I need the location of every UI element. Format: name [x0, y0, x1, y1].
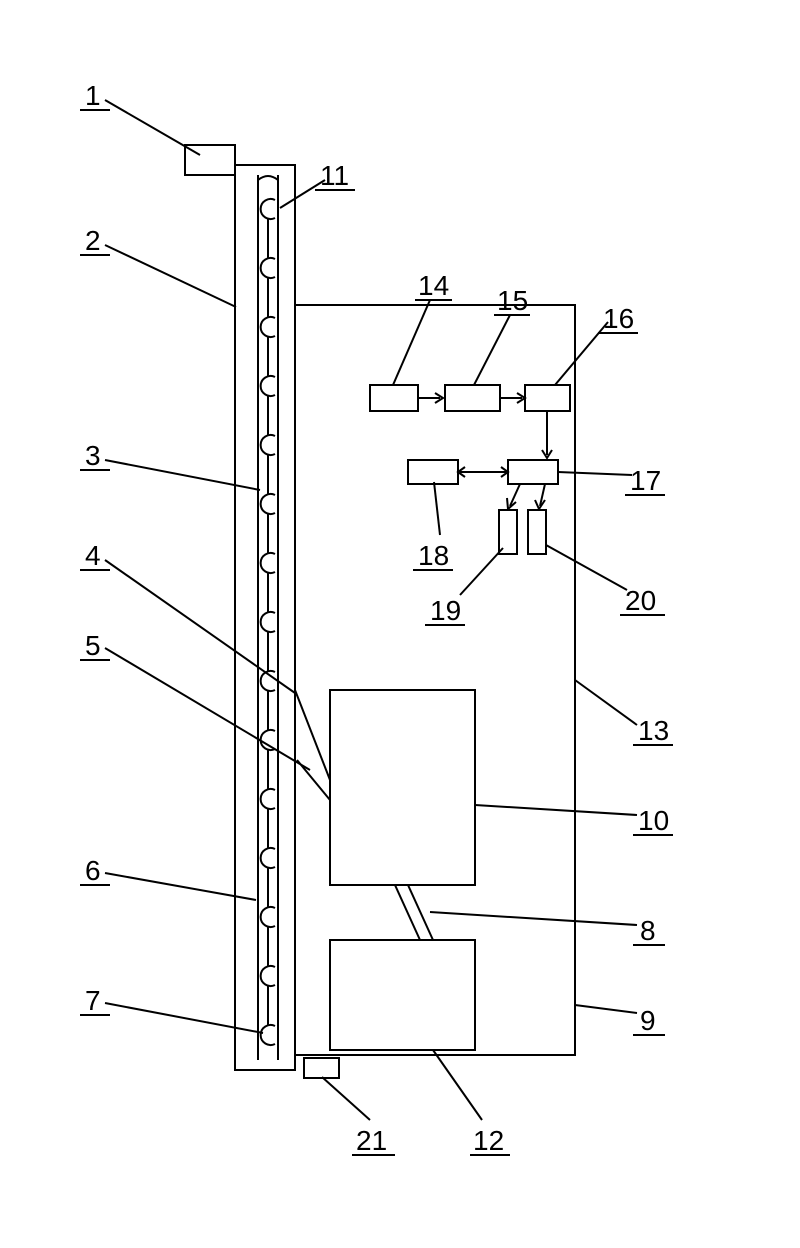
leader-18 — [434, 482, 440, 535]
leader-13 — [575, 680, 637, 725]
leader-2 — [105, 245, 236, 307]
box-10 — [330, 690, 475, 885]
label-17: 17 — [630, 465, 661, 497]
curve-4 — [261, 376, 275, 396]
label-3: 3 — [85, 440, 101, 472]
box-17 — [508, 460, 558, 484]
connector-8a — [395, 885, 420, 940]
leader-14 — [393, 300, 430, 385]
curve-2 — [261, 258, 275, 278]
label-2: 2 — [85, 225, 101, 257]
label-19: 19 — [430, 595, 461, 627]
leader-21 — [322, 1077, 370, 1120]
label-12: 12 — [473, 1125, 504, 1157]
curve-13 — [261, 907, 275, 927]
connector-8b — [408, 885, 433, 940]
leader-8 — [430, 912, 637, 925]
main-column — [235, 165, 295, 1070]
box-14 — [370, 385, 418, 411]
curve-6 — [261, 494, 275, 514]
box-20 — [528, 510, 546, 554]
leader-12 — [433, 1050, 482, 1120]
label-4: 4 — [85, 540, 101, 572]
curve-12 — [261, 848, 275, 868]
curve-3 — [261, 317, 275, 337]
box-19 — [499, 510, 517, 554]
label-21: 21 — [356, 1125, 387, 1157]
curve-1 — [261, 199, 275, 219]
leader-3 — [105, 460, 260, 490]
leader-5 — [105, 648, 310, 770]
label-1: 1 — [85, 80, 101, 112]
leader-9 — [575, 1005, 637, 1013]
label-18: 18 — [418, 540, 449, 572]
tube-top-cap — [258, 176, 278, 180]
label-11: 11 — [320, 160, 349, 192]
label-5: 5 — [85, 630, 101, 662]
curve-5 — [261, 435, 275, 455]
curve-11 — [261, 789, 275, 809]
label-9: 9 — [640, 1005, 656, 1037]
label-7: 7 — [85, 985, 101, 1017]
label-13: 13 — [638, 715, 669, 747]
top-block — [185, 145, 235, 175]
box-15 — [445, 385, 500, 411]
leader-10 — [475, 805, 637, 815]
technical-diagram — [0, 0, 800, 1243]
leader-17 — [558, 472, 632, 475]
leader-6 — [105, 873, 256, 900]
leader-4 — [105, 560, 295, 693]
curve-14 — [261, 966, 275, 986]
box-12 — [330, 940, 475, 1050]
leader-7 — [105, 1003, 263, 1033]
bottom-small-block — [304, 1058, 339, 1078]
leader-20 — [546, 545, 627, 590]
label-6: 6 — [85, 855, 101, 887]
label-20: 20 — [625, 585, 656, 617]
label-15: 15 — [497, 285, 528, 317]
label-16: 16 — [603, 303, 634, 335]
leader-1 — [105, 100, 200, 155]
box-18 — [408, 460, 458, 484]
curve-8 — [261, 612, 275, 632]
leader-11 — [280, 180, 325, 208]
curve-15 — [261, 1025, 275, 1045]
leader-16 — [555, 322, 608, 385]
leader-15 — [474, 315, 510, 385]
label-10: 10 — [638, 805, 669, 837]
label-14: 14 — [418, 270, 449, 302]
label-8: 8 — [640, 915, 656, 947]
curve-7 — [261, 553, 275, 573]
box-16 — [525, 385, 570, 411]
right-housing — [295, 305, 575, 1055]
leader-19 — [460, 548, 503, 595]
